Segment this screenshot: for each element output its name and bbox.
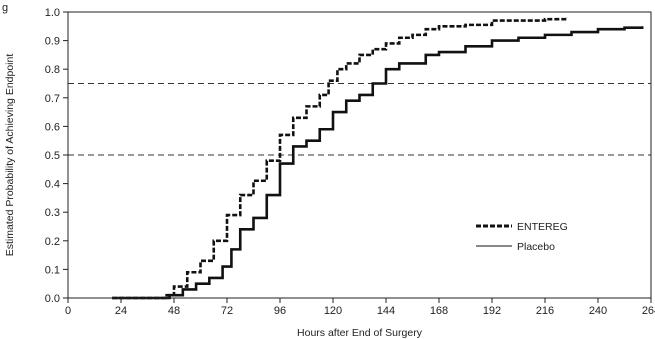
x-tick-label: 168 — [430, 305, 448, 317]
y-tick-label: 0.4 — [45, 179, 60, 191]
legend: ENTEREG Placebo — [476, 221, 568, 253]
y-tick-label: 0.5 — [45, 150, 60, 162]
x-axis-title: Hours after End of Surgery — [297, 327, 423, 339]
x-tick-label: 144 — [377, 305, 395, 317]
reference-lines — [68, 83, 651, 156]
x-tick-label: 240 — [589, 305, 607, 317]
y-tick-label: 0.2 — [45, 236, 60, 248]
y-axis: 0.0 0.1 0.2 0.3 0.4 0.5 0.6 0.7 0.8 0.9 1.0 — [45, 7, 68, 305]
y-tick-label: 1.0 — [45, 7, 60, 19]
x-tick-label: 0 — [65, 305, 71, 317]
y-tick-label: 0.1 — [45, 264, 60, 276]
x-tick-label: 48 — [168, 305, 180, 317]
x-tick-label: 72 — [221, 305, 233, 317]
series-layer — [112, 17, 644, 300]
legend-label-enterreg: ENTEREG — [517, 221, 568, 233]
y-tick-label: 0.3 — [45, 207, 60, 219]
legend-label-placebo: Placebo — [517, 241, 555, 253]
y-tick-label: 0.6 — [45, 121, 60, 133]
y-tick-label: 0.9 — [45, 36, 60, 48]
x-tick-label: 96 — [274, 305, 286, 317]
x-tick-label: 192 — [483, 305, 501, 317]
series-entereg-line — [112, 17, 569, 300]
x-tick-label: 264 — [642, 305, 655, 317]
y-tick-label: 0.7 — [45, 93, 60, 105]
x-tick-label: 120 — [324, 305, 342, 317]
x-axis: 0 24 48 72 96 120 144 168 192 216 240 264 — [65, 298, 655, 317]
y-tick-label: 0.8 — [45, 64, 60, 76]
title-fragment: g — [2, 2, 8, 14]
y-tick-label: 0.0 — [45, 293, 60, 305]
x-tick-label: 24 — [115, 305, 127, 317]
x-tick-label: 216 — [536, 305, 554, 317]
series-placebo-line — [112, 26, 644, 300]
y-axis-title: Estimated Probability of Achieving Endpo… — [4, 54, 16, 257]
